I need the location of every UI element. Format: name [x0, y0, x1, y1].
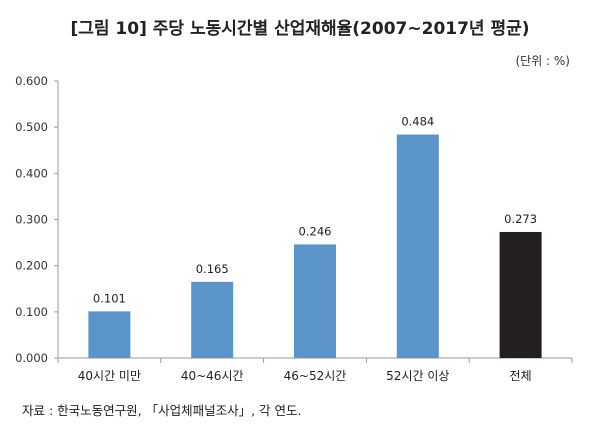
bar-value-label: 0.484 [401, 115, 434, 129]
bar-value-label: 0.165 [196, 262, 229, 276]
y-tick-label: 0.500 [15, 120, 48, 134]
unit-label: (단위 : %) [515, 54, 570, 68]
y-tick-label: 0.100 [15, 305, 48, 319]
bar [499, 231, 542, 358]
bar-value-label: 0.101 [93, 291, 126, 305]
y-tick-label: 0.200 [15, 259, 48, 273]
y-tick-label: 0.300 [15, 213, 48, 227]
y-tick-label: 0.000 [15, 351, 48, 365]
bar [396, 134, 439, 358]
y-tick-label: 0.400 [15, 166, 48, 180]
bar [191, 281, 234, 358]
source-note: 자료 : 한국노동연구원, 「사업체패널조사」, 각 연도. [22, 403, 302, 418]
x-category-label: 40시간 미만 [78, 369, 141, 383]
x-category-label: 46~52시간 [284, 369, 347, 383]
bar [294, 244, 336, 358]
bar [88, 311, 131, 358]
x-category-label: 40~46시간 [181, 369, 244, 383]
bar-value-label: 0.273 [504, 212, 537, 226]
x-category-label: 전체 [510, 369, 532, 383]
chart-title: [그림 10] 주당 노동시간별 산업재해율(2007~2017년 평균) [70, 19, 530, 39]
y-tick-label: 0.600 [15, 74, 48, 88]
x-category-label: 52시간 이상 [386, 369, 449, 383]
bar-value-label: 0.246 [299, 224, 332, 238]
